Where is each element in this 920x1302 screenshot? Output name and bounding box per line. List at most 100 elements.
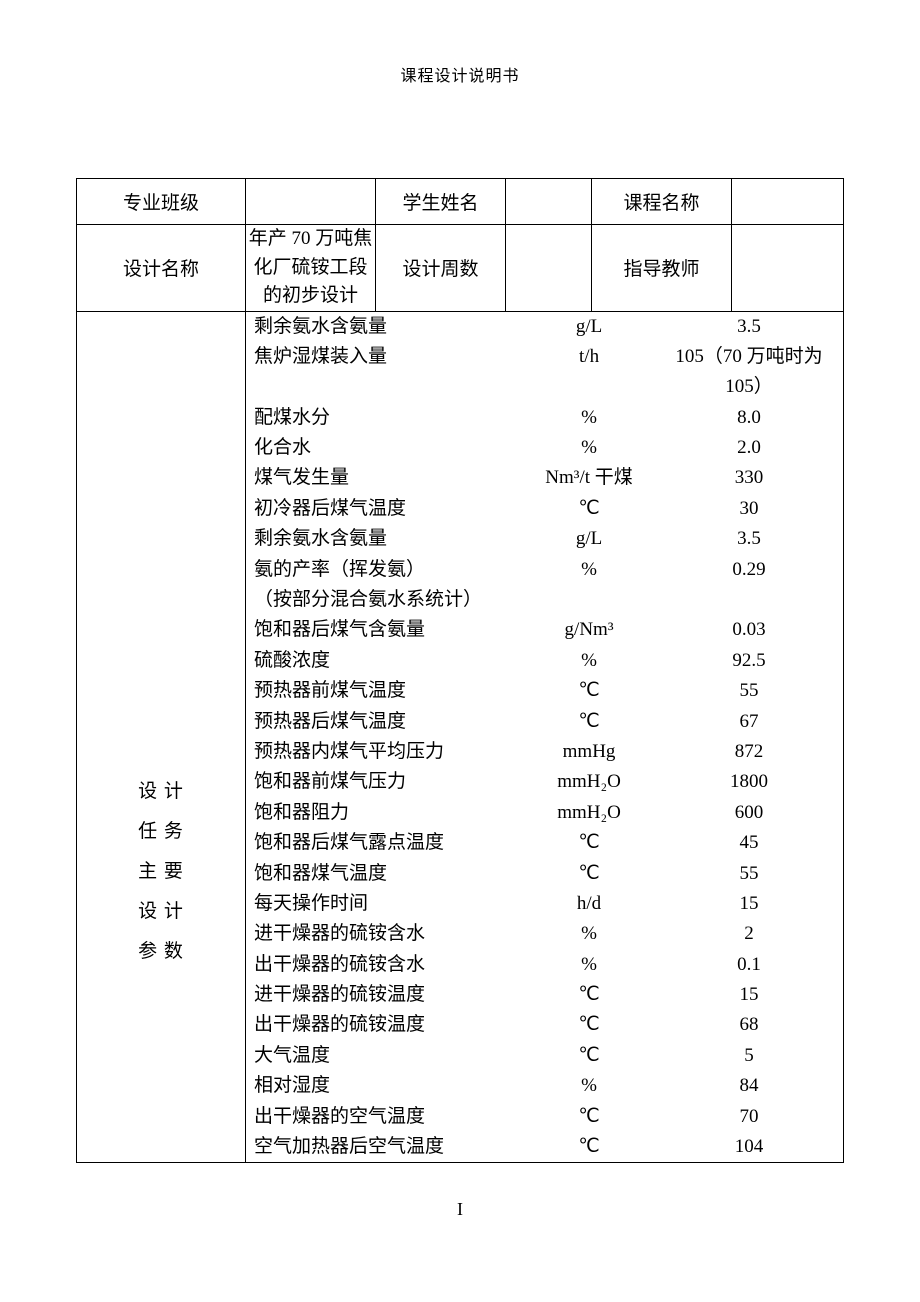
param-value: 1800 bbox=[664, 767, 834, 797]
param-line: 剩余氨水含氨量g/L3.5 bbox=[246, 312, 843, 342]
param-unit: mmH₂O bbox=[514, 798, 664, 828]
page-header: 课程设计说明书 bbox=[0, 0, 920, 86]
param-line: 进干燥器的硫铵含水%2 bbox=[246, 919, 843, 949]
param-name: 氨的产率（挥发氨） bbox=[246, 555, 514, 585]
param-value: 872 bbox=[664, 737, 834, 767]
label-student: 学生姓名 bbox=[376, 179, 506, 225]
param-value: 0.1 bbox=[664, 950, 834, 980]
param-name: 进干燥器的硫铵温度 bbox=[246, 980, 514, 1010]
param-name: （按部分混合氨水系统计） bbox=[246, 585, 514, 615]
param-value: 55 bbox=[664, 859, 834, 889]
param-unit: mmH₂O bbox=[514, 767, 664, 797]
param-unit: g/L bbox=[514, 312, 664, 342]
param-unit: ℃ bbox=[514, 1041, 664, 1071]
param-unit: % bbox=[514, 646, 664, 676]
param-value: 0.03 bbox=[664, 615, 834, 645]
param-name: 出干燥器的硫铵含水 bbox=[246, 950, 514, 980]
param-unit: mmHg bbox=[514, 737, 664, 767]
param-line: 出干燥器的硫铵含水%0.1 bbox=[246, 950, 843, 980]
param-line: 出干燥器的硫铵温度℃68 bbox=[246, 1010, 843, 1040]
param-name: 出干燥器的硫铵温度 bbox=[246, 1010, 514, 1040]
param-line: 饱和器后煤气露点温度℃45 bbox=[246, 828, 843, 858]
param-unit: % bbox=[514, 919, 664, 949]
param-value: 15 bbox=[664, 889, 834, 919]
param-line: 饱和器前煤气压力mmH₂O1800 bbox=[246, 767, 843, 797]
param-unit: g/L bbox=[514, 524, 664, 554]
params-list: 剩余氨水含氨量g/L3.5焦炉湿煤装入量t/h105（70 万吨时为 105）配… bbox=[246, 312, 843, 1163]
param-unit: % bbox=[514, 403, 664, 433]
param-value: 92.5 bbox=[664, 646, 834, 676]
param-line: 饱和器后煤气含氨量g/Nm³0.03 bbox=[246, 615, 843, 645]
param-unit: h/d bbox=[514, 889, 664, 919]
header-row-2: 设计名称 年产 70 万吨焦化厂硫铵工段的初步设计 设计周数 指导教师 bbox=[77, 225, 844, 312]
param-line: 配煤水分%8.0 bbox=[246, 403, 843, 433]
param-name: 硫酸浓度 bbox=[246, 646, 514, 676]
param-name: 饱和器煤气温度 bbox=[246, 859, 514, 889]
param-line: 预热器内煤气平均压力mmHg872 bbox=[246, 737, 843, 767]
page-number: I bbox=[0, 1199, 920, 1220]
param-unit bbox=[514, 585, 664, 615]
param-name: 饱和器后煤气露点温度 bbox=[246, 828, 514, 858]
side-label-cell: 设 计 任 务 主 要 设 计 参 数 bbox=[77, 311, 246, 1163]
param-unit: ℃ bbox=[514, 494, 664, 524]
param-value: 105（70 万吨时为 105） bbox=[664, 342, 834, 403]
param-value: 8.0 bbox=[664, 403, 834, 433]
param-line: 预热器前煤气温度℃55 bbox=[246, 676, 843, 706]
header-row-1: 专业班级 学生姓名 课程名称 bbox=[77, 179, 844, 225]
param-value: 15 bbox=[664, 980, 834, 1010]
param-unit: ℃ bbox=[514, 1132, 664, 1162]
param-value: 70 bbox=[664, 1102, 834, 1132]
param-unit: % bbox=[514, 433, 664, 463]
param-value: 30 bbox=[664, 494, 834, 524]
param-unit: t/h bbox=[514, 342, 664, 403]
param-unit: ℃ bbox=[514, 828, 664, 858]
param-name: 相对湿度 bbox=[246, 1071, 514, 1101]
label-course: 课程名称 bbox=[592, 179, 732, 225]
param-line: 预热器后煤气温度℃67 bbox=[246, 707, 843, 737]
param-line: 进干燥器的硫铵温度℃15 bbox=[246, 980, 843, 1010]
side-label-line: 参 数 bbox=[138, 932, 184, 972]
param-value: 55 bbox=[664, 676, 834, 706]
side-label-line: 任 务 bbox=[138, 812, 184, 852]
value-course bbox=[731, 179, 843, 225]
param-value: 3.5 bbox=[664, 524, 834, 554]
param-value: 84 bbox=[664, 1071, 834, 1101]
param-line: 硫酸浓度%92.5 bbox=[246, 646, 843, 676]
param-value: 2 bbox=[664, 919, 834, 949]
param-unit: % bbox=[514, 555, 664, 585]
param-name: 饱和器阻力 bbox=[246, 798, 514, 828]
side-label-line: 主 要 bbox=[138, 852, 184, 892]
param-name: 进干燥器的硫铵含水 bbox=[246, 919, 514, 949]
param-line: 煤气发生量Nm³/t 干煤330 bbox=[246, 463, 843, 493]
param-value: 3.5 bbox=[664, 312, 834, 342]
param-name: 剩余氨水含氨量 bbox=[246, 312, 514, 342]
label-weeks: 设计周数 bbox=[376, 225, 506, 312]
param-name: 初冷器后煤气温度 bbox=[246, 494, 514, 524]
param-line: （按部分混合氨水系统计） bbox=[246, 585, 843, 615]
param-unit: ℃ bbox=[514, 1010, 664, 1040]
param-unit: ℃ bbox=[514, 1102, 664, 1132]
param-line: 焦炉湿煤装入量t/h105（70 万吨时为 105） bbox=[246, 342, 843, 403]
side-label-line: 设 计 bbox=[138, 892, 184, 932]
param-unit: % bbox=[514, 950, 664, 980]
param-value: 330 bbox=[664, 463, 834, 493]
param-value: 45 bbox=[664, 828, 834, 858]
param-name: 剩余氨水含氨量 bbox=[246, 524, 514, 554]
param-value: 67 bbox=[664, 707, 834, 737]
value-class bbox=[246, 179, 376, 225]
side-label-line: 设 计 bbox=[138, 772, 184, 812]
param-unit: ℃ bbox=[514, 980, 664, 1010]
value-teacher bbox=[731, 225, 843, 312]
label-class: 专业班级 bbox=[77, 179, 246, 225]
param-unit: ℃ bbox=[514, 676, 664, 706]
label-design-name: 设计名称 bbox=[77, 225, 246, 312]
param-name: 化合水 bbox=[246, 433, 514, 463]
param-name: 配煤水分 bbox=[246, 403, 514, 433]
param-value: 5 bbox=[664, 1041, 834, 1071]
param-name: 出干燥器的空气温度 bbox=[246, 1102, 514, 1132]
label-teacher: 指导教师 bbox=[592, 225, 732, 312]
param-line: 剩余氨水含氨量g/L3.5 bbox=[246, 524, 843, 554]
param-name: 焦炉湿煤装入量 bbox=[246, 342, 514, 403]
value-student bbox=[506, 179, 592, 225]
side-label-text: 设 计 任 务 主 要 设 计 参 数 bbox=[77, 502, 245, 971]
